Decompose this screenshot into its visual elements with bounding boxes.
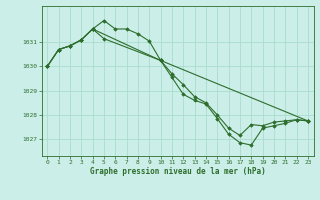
X-axis label: Graphe pression niveau de la mer (hPa): Graphe pression niveau de la mer (hPa) (90, 167, 266, 176)
